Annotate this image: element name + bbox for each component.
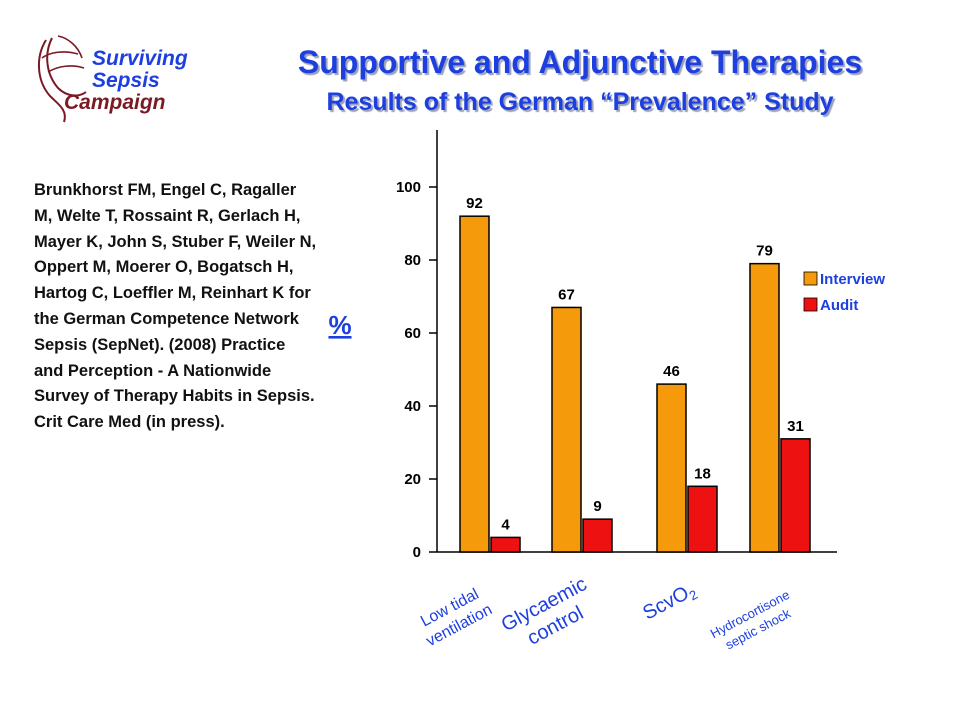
logo-line-1: Surviving	[92, 47, 188, 70]
data-label: 46	[663, 363, 680, 380]
page-subtitle: Results of the German “Prevalence” Study	[326, 88, 834, 116]
data-label: 18	[694, 465, 711, 482]
legend-swatch-audit	[803, 297, 818, 312]
y-tick-label: 60	[404, 325, 421, 342]
data-label: 31	[787, 418, 804, 435]
logo-line-3: Campaign	[64, 91, 166, 114]
hands-icon	[37, 35, 87, 123]
y-axis-label: %	[328, 310, 351, 340]
y-tick-label: 100	[396, 179, 421, 196]
bar-interview-1	[551, 306, 582, 553]
data-label: 4	[501, 516, 510, 533]
y-tick-label: 0	[413, 544, 421, 561]
data-label: 67	[558, 286, 575, 303]
data-label: 92	[466, 195, 483, 212]
page-title: Supportive and Adjunctive Therapies	[297, 44, 863, 80]
legend-label-audit: Audit	[820, 297, 858, 314]
data-label: 9	[593, 498, 601, 515]
y-tick-label: 20	[404, 471, 421, 488]
category-label-line: ScvO2	[639, 579, 700, 627]
bar-interview-2	[656, 383, 687, 553]
citation-text: Brunkhorst FM, Engel C, Ragaller M, Welt…	[34, 181, 317, 432]
bar-audit-1	[582, 518, 613, 553]
bar-interview-0	[459, 215, 490, 553]
category-label-2: ScvO2	[639, 579, 700, 627]
bar-audit-2	[687, 485, 718, 553]
bar-audit-0	[490, 536, 521, 553]
bar-interview-3	[749, 262, 780, 553]
bar-audit-3	[780, 438, 811, 553]
data-label: 79	[756, 243, 773, 260]
y-tick-label: 80	[404, 252, 421, 269]
y-tick-label: 40	[404, 398, 421, 415]
legend-swatch-interview	[803, 271, 818, 286]
legend-label-interview: Interview	[820, 271, 885, 288]
logo-line-2: Sepsis	[92, 69, 160, 92]
logo: Surviving Sepsis Campaign	[28, 28, 228, 128]
